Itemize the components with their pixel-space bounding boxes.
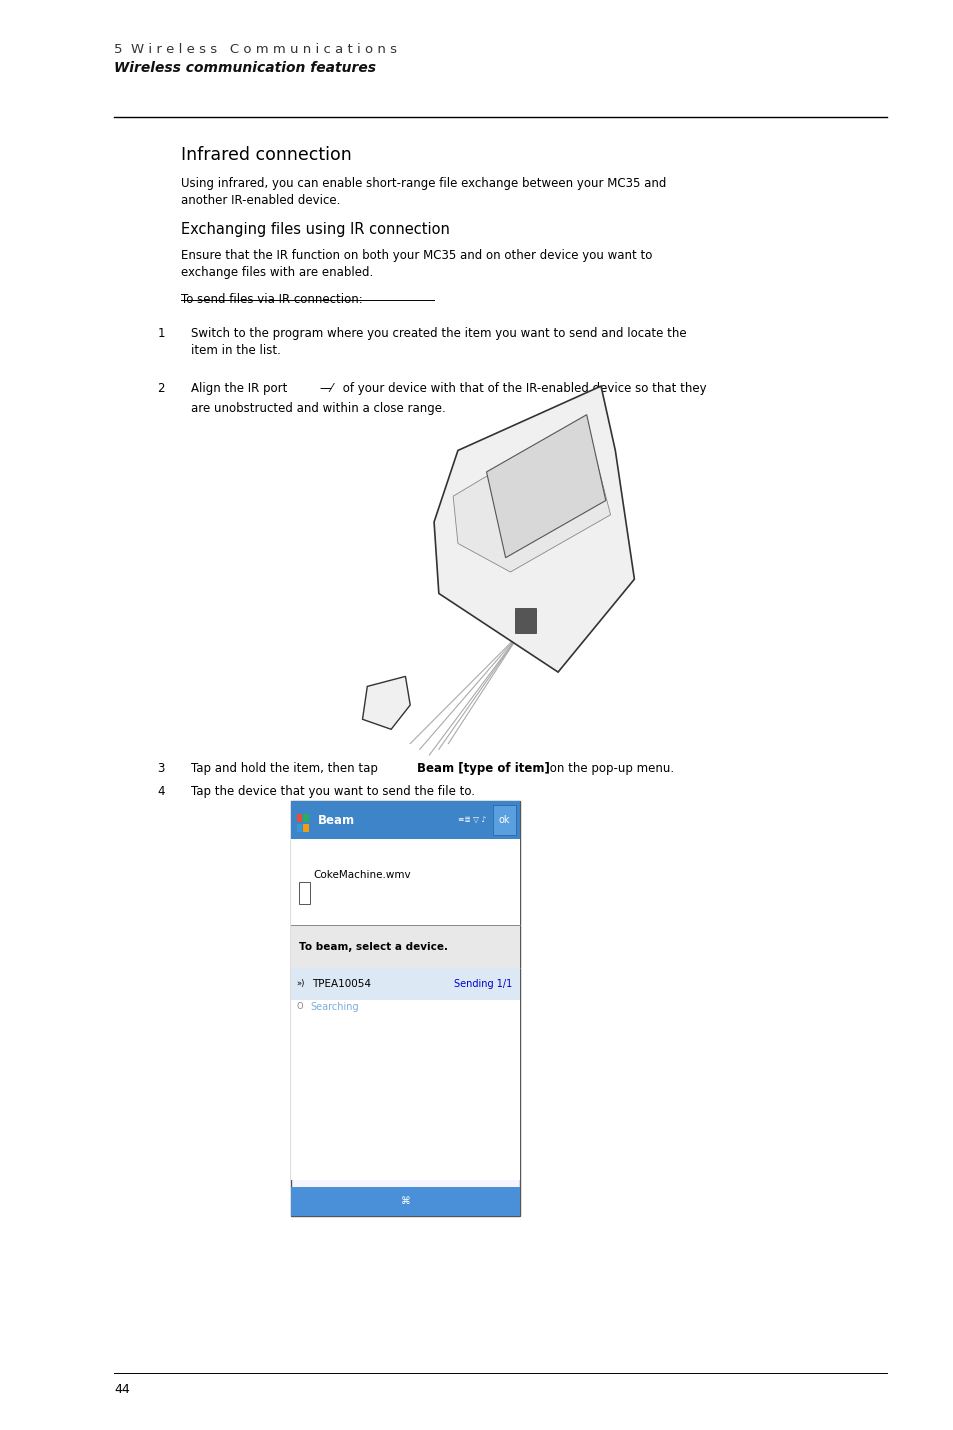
Text: 2: 2 — [157, 382, 165, 395]
Text: To beam, select a device.: To beam, select a device. — [298, 942, 447, 951]
Text: Beam: Beam — [317, 814, 355, 827]
Text: are unobstructed and within a close range.: are unobstructed and within a close rang… — [191, 402, 445, 415]
Bar — [291, 925, 519, 968]
Text: Infrared connection: Infrared connection — [181, 146, 352, 164]
Text: Beam [type of item]: Beam [type of item] — [416, 762, 549, 775]
Text: 5  W i r e l e s s   C o m m u n i c a t i o n s: 5 W i r e l e s s C o m m u n i c a t i … — [114, 43, 397, 56]
Text: 44: 44 — [114, 1383, 131, 1396]
Bar — [296, 814, 302, 822]
Text: 1: 1 — [157, 327, 165, 340]
Text: —⁄: —⁄ — [319, 382, 333, 395]
Text: ok: ok — [498, 815, 510, 825]
Text: TPEA10054: TPEA10054 — [312, 980, 371, 988]
Text: O: O — [296, 1002, 303, 1011]
Text: 4: 4 — [157, 785, 165, 798]
Bar — [298, 882, 310, 904]
Text: CokeMachine.wmv: CokeMachine.wmv — [314, 871, 411, 879]
Text: 3: 3 — [157, 762, 165, 775]
Bar — [291, 839, 519, 925]
Text: »): ») — [296, 980, 305, 988]
Text: Wireless communication features: Wireless communication features — [114, 61, 376, 76]
Bar — [493, 805, 516, 835]
Text: Exchanging files using IR connection: Exchanging files using IR connection — [181, 222, 450, 236]
Text: To send files via IR connection:: To send files via IR connection: — [181, 293, 363, 306]
Bar — [303, 824, 309, 832]
Polygon shape — [486, 415, 605, 558]
Polygon shape — [434, 386, 634, 672]
Text: ⌘: ⌘ — [400, 1197, 410, 1205]
Polygon shape — [362, 676, 410, 729]
Text: Searching: Searching — [310, 1002, 358, 1012]
Text: Align the IR port: Align the IR port — [191, 382, 291, 395]
Bar — [296, 824, 302, 832]
Text: Using infrared, you can enable short-range file exchange between your MC35 and
a: Using infrared, you can enable short-ran… — [181, 177, 666, 207]
Text: Tap and hold the item, then tap: Tap and hold the item, then tap — [191, 762, 381, 775]
Text: Ensure that the IR function on both your MC35 and on other device you want to
ex: Ensure that the IR function on both your… — [181, 249, 652, 279]
Text: Switch to the program where you created the item you want to send and locate the: Switch to the program where you created … — [191, 327, 686, 358]
Text: Tap the device that you want to send the file to.: Tap the device that you want to send the… — [191, 785, 475, 798]
Text: Sending 1/1: Sending 1/1 — [454, 980, 512, 988]
Text: of your device with that of the IR-enabled device so that they: of your device with that of the IR-enabl… — [338, 382, 705, 395]
Bar — [291, 968, 519, 1000]
Bar — [291, 1187, 519, 1216]
Bar — [303, 814, 309, 822]
Text: ≡≣ ▽ ♪: ≡≣ ▽ ♪ — [457, 815, 486, 825]
Bar — [291, 801, 519, 1216]
Bar — [291, 801, 519, 839]
Bar — [291, 968, 519, 1180]
Text: on the pop-up menu.: on the pop-up menu. — [545, 762, 673, 775]
Polygon shape — [453, 422, 610, 572]
Bar — [515, 608, 536, 633]
